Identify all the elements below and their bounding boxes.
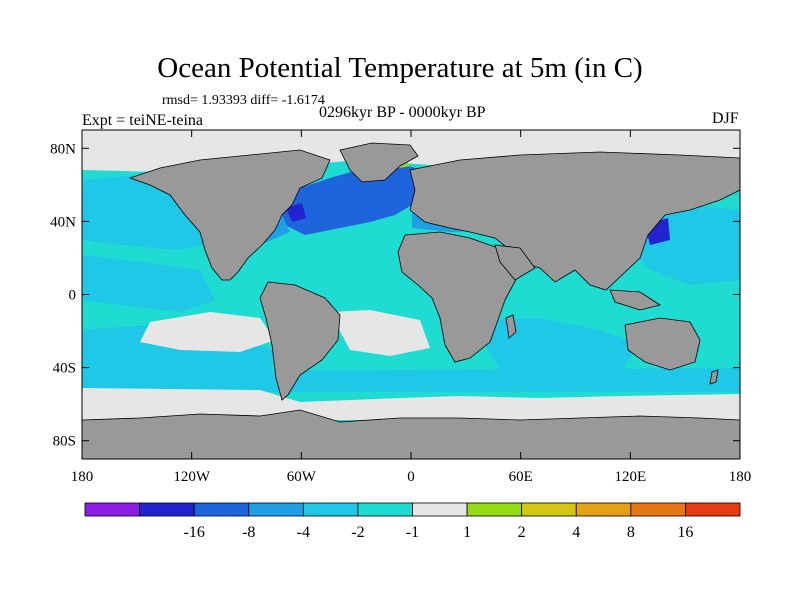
colorbar-label: -1 [406, 524, 419, 541]
x-tick-label: 120W [173, 469, 211, 485]
period-label: 0296kyr BP - 0000kyr BP [319, 104, 486, 121]
gulf-stream-cold-spot [286, 203, 306, 222]
y-tick-label: 40S [53, 361, 76, 377]
north-america [128, 149, 331, 281]
stats-text: rmsd= 1.93393 diff= -1.6174 [162, 93, 325, 108]
colorbar-label: 2 [518, 524, 526, 541]
axis-ticks [81, 130, 741, 459]
southern-ocean-neutral-band [82, 388, 740, 420]
x-tick-label: 180 [729, 469, 752, 485]
axis-labels: 180 120W 60W 0 60E 120E 180 80N 40N 0 40S 80S [50, 141, 751, 485]
south-atlantic-neutral-patch [330, 310, 430, 356]
europe-asia [409, 151, 740, 291]
y-tick-label: 80N [50, 141, 76, 157]
y-tick-label: 40N [50, 214, 76, 230]
colorbar-swatch [521, 502, 577, 517]
colorbar-swatch [357, 502, 413, 517]
x-tick-label: 180 [71, 469, 94, 485]
x-tick-label: 0 [407, 469, 415, 485]
colorbar-label: -16 [184, 524, 205, 541]
map-layers [82, 130, 740, 459]
y-tick-label: 80S [53, 434, 76, 450]
colorbar-swatch [412, 502, 468, 517]
colorbar-swatch [302, 502, 359, 517]
season-label: DJF [712, 110, 739, 127]
south-pacific-neutral-patch [140, 312, 275, 352]
colorbar-label: 1 [463, 524, 471, 541]
south-america [259, 281, 341, 401]
colorbar-label: 16 [677, 524, 693, 541]
maritime-continent [609, 289, 661, 311]
australia [624, 317, 701, 371]
central-pacific-region [82, 255, 215, 312]
colorbar-swatch [248, 502, 304, 517]
y-tick-label: 0 [69, 288, 77, 304]
colorbar-swatch [139, 502, 195, 517]
x-tick-label: 60E [509, 469, 533, 485]
colorbar-label: -4 [297, 524, 310, 541]
colorbar-swatch [685, 502, 741, 517]
colorbar-label: 8 [627, 524, 635, 541]
colorbar-label: -2 [351, 524, 364, 541]
anomaly-shading [82, 130, 740, 420]
antarctica [82, 409, 740, 459]
africa [397, 231, 521, 363]
colorbar-swatch [193, 502, 250, 517]
madagascar [505, 314, 517, 339]
experiment-label: Expt = teiNE-teina [82, 112, 203, 129]
colorbar-label: 4 [572, 524, 580, 541]
x-tick-label: 60W [287, 469, 317, 485]
new-zealand [709, 369, 719, 385]
land-masses [82, 142, 740, 459]
x-tick-label: 120E [614, 469, 646, 485]
colorbar-swatch [575, 502, 632, 517]
colorbar: -16 -8 -4 -2 -1 1 2 4 8 16 [84, 502, 741, 541]
southern-ocean-cold-band [82, 368, 740, 392]
chart-title: Ocean Potential Temperature at 5m (in C) [157, 52, 643, 84]
colorbar-swatch [466, 502, 523, 517]
colorbar-label: -8 [242, 524, 255, 541]
colorbar-swatch [630, 502, 686, 517]
greenland [339, 142, 419, 183]
arabian-peninsula [494, 244, 536, 281]
colorbar-swatch [84, 502, 140, 517]
